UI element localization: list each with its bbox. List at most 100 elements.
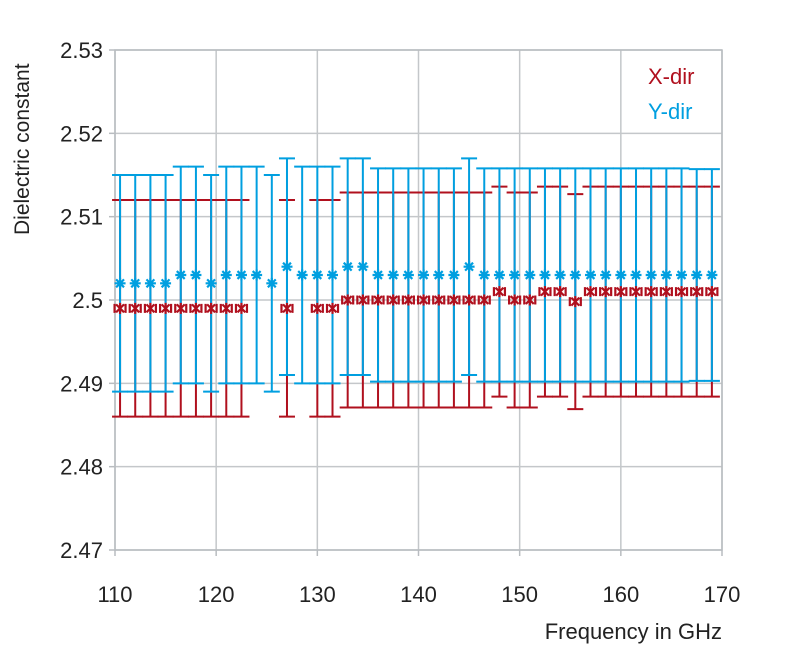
data-point-x-dir xyxy=(462,294,476,306)
data-point-x-dir xyxy=(371,294,385,306)
data-point-x-dir xyxy=(447,294,461,306)
data-point-y-dir xyxy=(691,269,703,281)
data-point-x-dir xyxy=(568,296,582,308)
y-tick-label: 2.48 xyxy=(60,455,103,480)
data-point-x-dir xyxy=(174,302,188,314)
data-point-x-dir xyxy=(219,302,233,314)
data-point-y-dir xyxy=(342,261,354,273)
data-point-x-dir xyxy=(614,286,628,298)
x-axis-label: Frequency in GHz xyxy=(545,619,722,644)
data-point-x-dir xyxy=(599,286,613,298)
data-point-y-dir xyxy=(402,269,414,281)
data-point-x-dir xyxy=(705,286,719,298)
x-tick-label: 160 xyxy=(602,582,639,607)
grid xyxy=(109,49,723,556)
data-point-y-dir xyxy=(584,269,596,281)
y-tick-labels: 2.47 2.48 2.49 2.5 2.51 2.52 2.53 xyxy=(60,38,103,563)
data-point-y-dir xyxy=(448,269,460,281)
data-point-x-dir xyxy=(477,294,491,306)
data-point-y-dir xyxy=(524,269,536,281)
data-point-y-dir xyxy=(190,269,202,281)
data-point-x-dir xyxy=(644,286,658,298)
data-point-x-dir xyxy=(538,286,552,298)
data-point-x-dir xyxy=(356,294,370,306)
data-point-x-dir xyxy=(629,286,643,298)
data-point-y-dir xyxy=(433,269,445,281)
data-marks xyxy=(112,157,720,418)
data-point-y-dir xyxy=(205,277,217,289)
data-point-y-dir xyxy=(463,261,475,273)
data-point-y-dir xyxy=(372,269,384,281)
legend-y-dir: Y-dir xyxy=(648,99,692,124)
data-point-x-dir xyxy=(690,286,704,298)
data-point-x-dir xyxy=(401,294,415,306)
data-point-x-dir xyxy=(280,302,294,314)
y-tick-label: 2.47 xyxy=(60,538,103,563)
data-point-x-dir xyxy=(158,302,173,314)
data-point-x-dir xyxy=(189,302,203,314)
data-point-y-dir xyxy=(144,277,156,289)
x-tick-label: 120 xyxy=(198,582,235,607)
y-tick-label: 2.49 xyxy=(60,371,103,396)
data-point-x-dir xyxy=(325,302,340,314)
data-point-x-dir xyxy=(143,302,158,314)
data-point-y-dir xyxy=(706,269,718,281)
data-point-x-dir xyxy=(310,302,324,314)
data-point-y-dir xyxy=(539,269,551,281)
data-point-y-dir xyxy=(676,269,688,281)
data-point-x-dir xyxy=(553,286,567,298)
data-point-y-dir xyxy=(600,269,612,281)
data-point-x-dir xyxy=(234,302,249,314)
x-tick-label: 130 xyxy=(299,582,336,607)
data-point-x-dir xyxy=(432,294,446,306)
data-point-y-dir xyxy=(645,269,657,281)
data-point-y-dir xyxy=(160,277,172,289)
x-tick-label: 140 xyxy=(400,582,437,607)
data-point-y-dir xyxy=(235,269,247,281)
data-point-y-dir xyxy=(175,269,187,281)
x-tick-label: 150 xyxy=(501,582,538,607)
data-point-y-dir xyxy=(630,269,642,281)
data-point-y-dir xyxy=(266,277,278,289)
x-tick-label: 110 xyxy=(97,582,132,607)
data-point-y-dir xyxy=(220,269,232,281)
x-tick-labels: 110 120 130 140 150 160 170 xyxy=(97,582,740,607)
y-tick-label: 2.5 xyxy=(72,288,103,313)
data-point-y-dir xyxy=(114,277,126,289)
data-point-x-dir xyxy=(204,302,218,314)
data-point-y-dir xyxy=(554,269,566,281)
data-point-y-dir xyxy=(615,269,627,281)
y-axis-label: Dielectric constant xyxy=(11,63,34,235)
data-point-y-dir xyxy=(327,269,339,281)
data-point-x-dir xyxy=(386,294,400,306)
plot-frame xyxy=(114,49,723,551)
data-point-x-dir xyxy=(659,286,673,298)
data-point-y-dir xyxy=(281,261,293,273)
data-point-y-dir xyxy=(418,269,430,281)
data-point-x-dir xyxy=(674,286,689,298)
y-tick-label: 2.51 xyxy=(60,205,103,230)
data-point-x-dir xyxy=(113,302,127,314)
data-point-x-dir xyxy=(128,302,142,314)
data-point-x-dir xyxy=(341,294,355,306)
data-point-y-dir xyxy=(129,277,141,289)
data-point-y-dir xyxy=(251,269,263,281)
data-point-y-dir xyxy=(387,269,399,281)
markers-y-dir xyxy=(114,261,718,289)
data-point-y-dir xyxy=(478,269,490,281)
legend-x-dir: X-dir xyxy=(648,64,694,89)
data-point-y-dir xyxy=(660,269,672,281)
data-point-x-dir xyxy=(583,286,598,298)
data-point-y-dir xyxy=(509,269,521,281)
data-point-y-dir xyxy=(493,269,505,281)
data-point-y-dir xyxy=(569,269,581,281)
x-tick-label: 170 xyxy=(704,582,741,607)
data-point-x-dir xyxy=(508,294,522,306)
data-point-x-dir xyxy=(416,294,431,306)
data-point-x-dir xyxy=(492,286,507,298)
data-point-y-dir xyxy=(311,269,323,281)
y-tick-label: 2.53 xyxy=(60,38,103,63)
y-tick-label: 2.52 xyxy=(60,121,103,146)
data-point-y-dir xyxy=(357,261,369,273)
